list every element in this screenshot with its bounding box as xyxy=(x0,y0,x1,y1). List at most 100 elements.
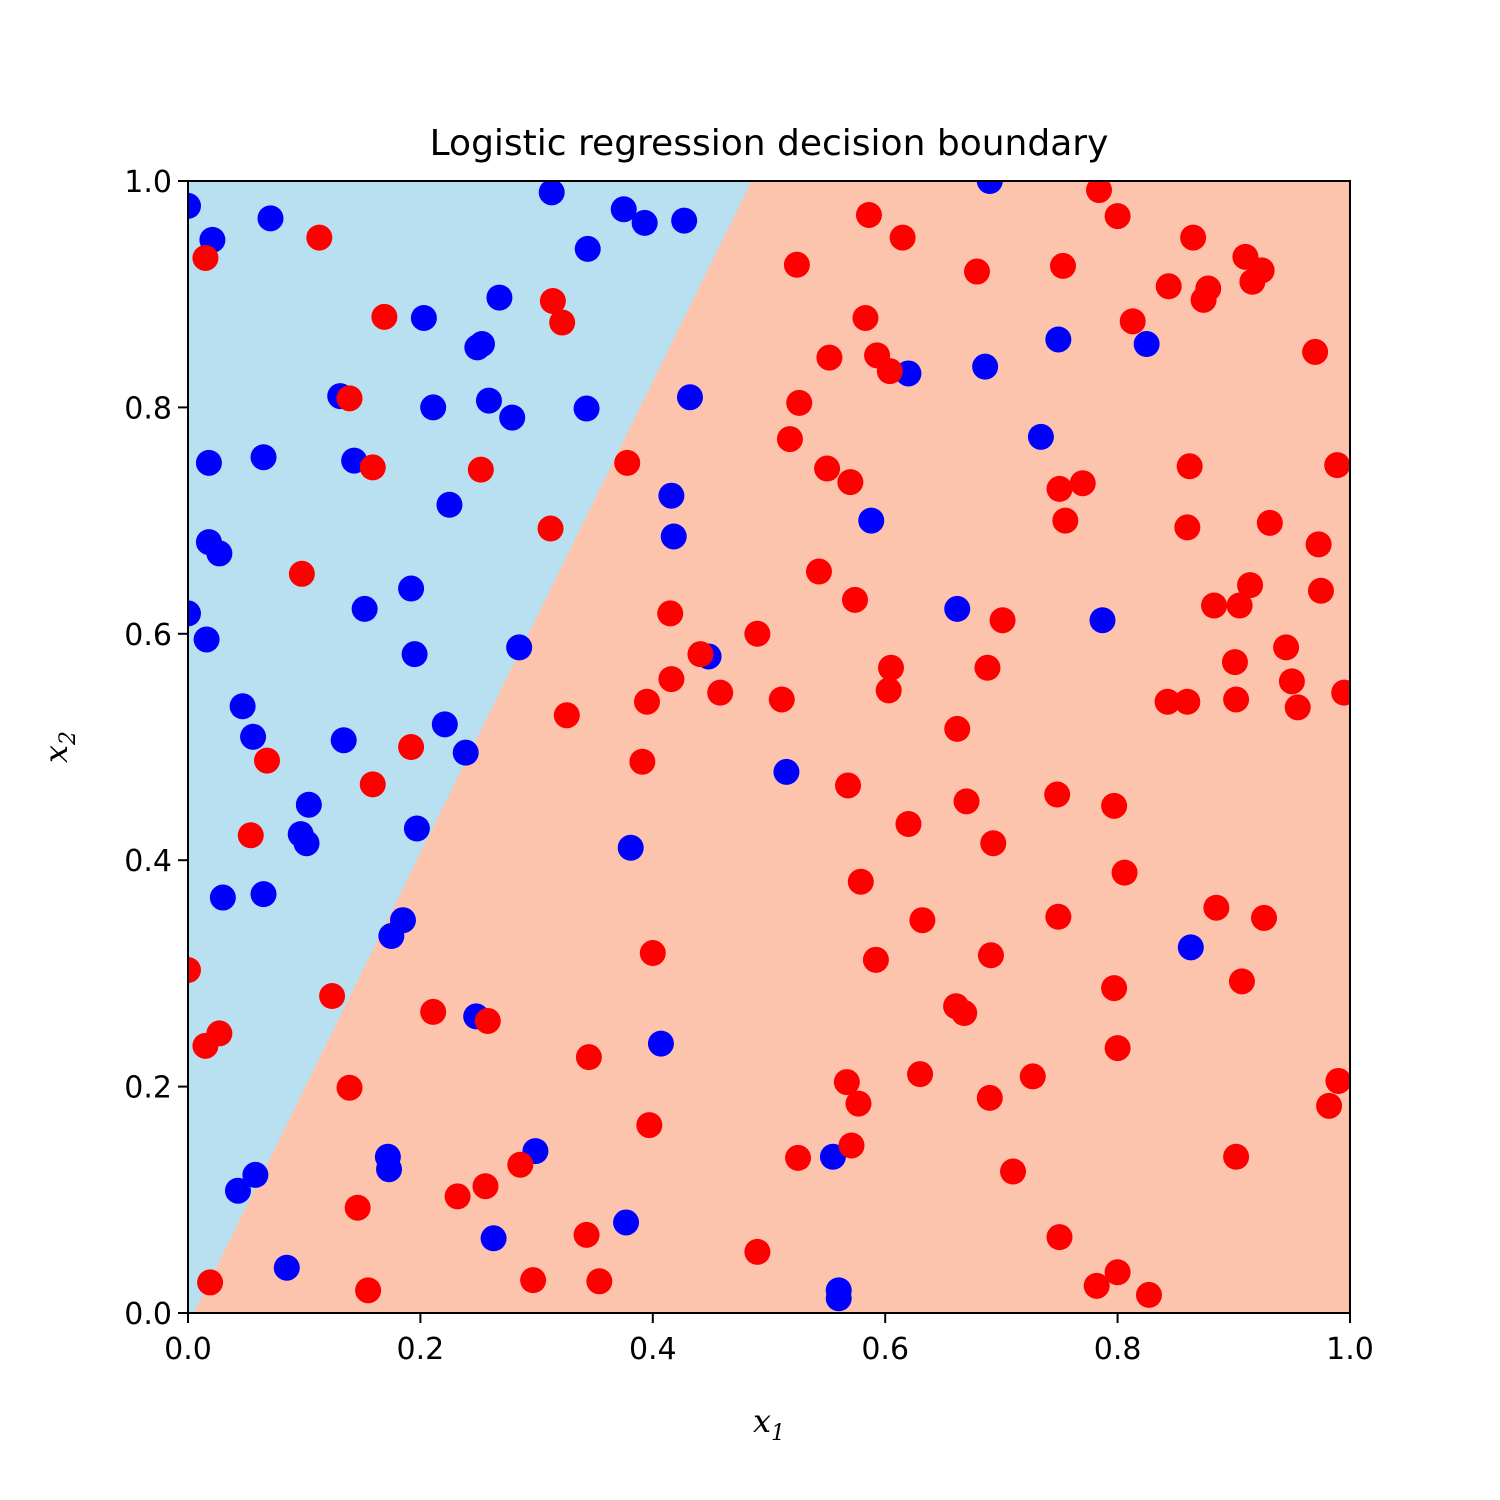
point-blue-9 xyxy=(410,304,437,331)
point-red-79 xyxy=(1000,1158,1027,1185)
point-red-116 xyxy=(1248,257,1275,284)
point-blue-66 xyxy=(1027,423,1054,450)
point-red-117 xyxy=(1251,904,1278,931)
point-red-75 xyxy=(976,1084,1003,1111)
point-red-14 xyxy=(359,771,386,798)
point-red-43 xyxy=(768,686,795,713)
point-red-20 xyxy=(420,998,447,1025)
point-red-100 xyxy=(1174,688,1201,715)
point-red-35 xyxy=(629,748,656,775)
point-blue-29 xyxy=(398,575,425,602)
point-red-101 xyxy=(1174,514,1201,541)
point-red-96 xyxy=(1119,308,1146,335)
point-blue-27 xyxy=(193,626,220,653)
point-red-81 xyxy=(1044,781,1071,808)
point-blue-34 xyxy=(330,727,357,754)
point-blue-64 xyxy=(976,181,1003,194)
point-blue-16 xyxy=(573,395,600,422)
point-red-127 xyxy=(1325,1067,1350,1094)
x-tick-label: 0.8 xyxy=(1094,1332,1142,1367)
x-tick-label: 0.4 xyxy=(629,1332,677,1367)
point-red-120 xyxy=(1278,668,1305,695)
point-blue-2 xyxy=(257,205,284,232)
points xyxy=(188,181,1350,1312)
point-blue-58 xyxy=(819,1143,846,1170)
y-tick-label: 0.0 xyxy=(124,1297,172,1332)
point-red-39 xyxy=(687,641,714,668)
point-red-24 xyxy=(355,1277,382,1304)
point-blue-26 xyxy=(188,600,201,627)
point-blue-3 xyxy=(538,181,565,206)
point-red-55 xyxy=(841,586,868,613)
point-red-86 xyxy=(1052,507,1079,534)
point-red-74 xyxy=(974,654,1001,681)
point-blue-60 xyxy=(825,1285,852,1312)
point-red-40 xyxy=(707,679,734,706)
point-blue-68 xyxy=(1089,607,1116,634)
point-red-52 xyxy=(835,772,862,799)
point-red-57 xyxy=(847,868,874,895)
point-red-95 xyxy=(1111,859,1138,886)
point-blue-15 xyxy=(499,404,526,431)
point-red-103 xyxy=(1180,224,1207,251)
point-red-41 xyxy=(744,620,771,647)
point-red-45 xyxy=(783,251,810,278)
point-red-44 xyxy=(776,426,803,453)
point-red-112 xyxy=(1228,968,1255,995)
point-red-106 xyxy=(1201,592,1228,619)
point-red-6 xyxy=(359,454,386,481)
point-red-125 xyxy=(1316,1092,1343,1119)
x-axis-label: x1 xyxy=(753,1402,785,1446)
point-blue-37 xyxy=(295,791,322,818)
point-blue-32 xyxy=(229,693,256,720)
point-red-76 xyxy=(977,942,1004,969)
point-red-59 xyxy=(855,201,882,228)
point-blue-8 xyxy=(486,284,513,311)
point-red-71 xyxy=(951,1000,978,1027)
point-red-30 xyxy=(573,1221,600,1248)
point-red-12 xyxy=(237,822,264,849)
point-red-83 xyxy=(1046,1224,1073,1251)
point-blue-21 xyxy=(436,491,463,518)
point-blue-47 xyxy=(242,1161,269,1188)
point-red-78 xyxy=(989,607,1016,634)
point-blue-57 xyxy=(773,758,800,785)
point-red-126 xyxy=(1324,452,1350,479)
point-blue-31 xyxy=(506,634,533,661)
point-red-122 xyxy=(1302,338,1329,365)
point-red-1 xyxy=(306,224,333,251)
point-red-11 xyxy=(254,747,281,774)
point-blue-42 xyxy=(250,881,277,908)
point-red-56 xyxy=(845,1090,872,1117)
point-blue-67 xyxy=(1045,326,1072,353)
point-red-80 xyxy=(1019,1063,1046,1090)
point-red-42 xyxy=(744,1238,771,1265)
point-red-58 xyxy=(852,304,879,331)
point-red-22 xyxy=(336,1074,363,1101)
point-red-87 xyxy=(1069,470,1096,497)
point-blue-13 xyxy=(420,394,447,421)
point-red-15 xyxy=(553,702,580,729)
point-red-70 xyxy=(944,715,971,742)
point-red-13 xyxy=(398,734,425,760)
point-red-4 xyxy=(549,309,576,336)
x-tick-label: 0.0 xyxy=(164,1332,212,1367)
point-red-99 xyxy=(1135,1281,1162,1308)
point-red-29 xyxy=(520,1267,547,1294)
point-red-0 xyxy=(192,244,219,271)
point-red-31 xyxy=(575,1044,602,1071)
point-blue-46 xyxy=(224,1177,251,1204)
point-blue-65 xyxy=(972,353,999,380)
point-red-47 xyxy=(785,1144,812,1171)
point-red-102 xyxy=(1176,453,1203,480)
point-blue-0 xyxy=(188,192,201,219)
point-blue-36 xyxy=(452,739,479,766)
point-red-32 xyxy=(586,1268,613,1295)
point-red-60 xyxy=(862,946,889,973)
point-blue-30 xyxy=(401,641,428,668)
point-red-111 xyxy=(1226,592,1253,619)
point-blue-53 xyxy=(613,1209,640,1236)
point-red-5 xyxy=(336,385,363,412)
x-axis: 0.0 0.2 0.4 0.6 0.8 1.0 xyxy=(164,1313,1374,1367)
